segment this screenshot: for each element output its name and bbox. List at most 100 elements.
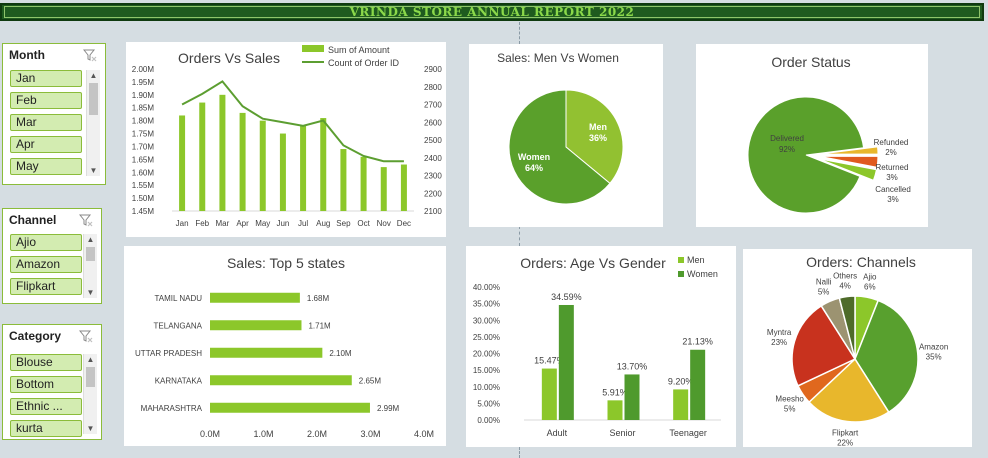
bar bbox=[360, 156, 367, 211]
pie-slice bbox=[791, 304, 857, 387]
guide-line bbox=[519, 447, 520, 458]
slicer-item-apr[interactable]: Apr bbox=[10, 136, 82, 153]
y-tick-label: 15.00% bbox=[473, 366, 500, 375]
bar bbox=[259, 120, 266, 211]
scroll-thumb[interactable] bbox=[86, 247, 95, 261]
bar bbox=[541, 368, 557, 420]
channel-slicer: Channel Ajio Amazon Flipkart ▲ ▼ bbox=[2, 208, 102, 304]
slice-value: 36% bbox=[589, 133, 607, 143]
data-label: 2.65M bbox=[359, 376, 382, 385]
month-slicer-title: Month bbox=[9, 48, 45, 62]
order-status-panel: Order Status Delivered 92% Refunded 2% Retur… bbox=[696, 44, 928, 227]
x-tick-label: 4.0M bbox=[414, 429, 434, 439]
slice-label: Refunded bbox=[874, 138, 909, 147]
pie-slice bbox=[819, 146, 879, 155]
slice-value: 3% bbox=[886, 173, 898, 182]
y-tick-label: 1.70M bbox=[132, 142, 155, 151]
bar bbox=[239, 112, 246, 211]
x-tick-label: Feb bbox=[195, 219, 209, 228]
slice-value: 92% bbox=[779, 145, 795, 154]
y-tick-label: 20.00% bbox=[473, 350, 500, 359]
y-tick-label: KARNATAKA bbox=[155, 376, 203, 385]
data-label: 34.59% bbox=[551, 292, 582, 302]
y-tick-label: 1.95M bbox=[132, 78, 155, 87]
scroll-down-icon[interactable]: ▼ bbox=[86, 424, 95, 433]
legend-swatch-bars bbox=[302, 45, 324, 52]
clear-filter-icon[interactable] bbox=[79, 213, 93, 227]
bar bbox=[400, 164, 407, 211]
slice-label: Flipkart bbox=[832, 428, 859, 437]
y-tick-label: 1.80M bbox=[132, 117, 155, 126]
slicer-item-may[interactable]: May bbox=[10, 158, 82, 175]
pie-slice bbox=[819, 155, 879, 168]
y-tick-label: 2.00M bbox=[132, 65, 155, 74]
y-tick-label: TAMIL NADU bbox=[154, 294, 202, 303]
y2-tick-label: 2600 bbox=[424, 118, 442, 127]
x-tick-label: Nov bbox=[377, 219, 391, 228]
slicer-item-kurta[interactable]: kurta bbox=[10, 420, 82, 437]
slice-value: 64% bbox=[525, 163, 543, 173]
scroll-down-icon[interactable]: ▼ bbox=[89, 166, 98, 175]
x-tick-label: Teenager bbox=[669, 428, 707, 438]
pie-slice bbox=[854, 299, 919, 414]
slicer-item-mar[interactable]: Mar bbox=[10, 114, 82, 131]
x-tick-label: Aug bbox=[316, 219, 330, 228]
banner-border bbox=[4, 6, 980, 18]
scroll-up-icon[interactable]: ▲ bbox=[89, 71, 98, 80]
clear-filter-icon[interactable] bbox=[79, 329, 93, 343]
sales-men-women-panel: Sales: Men Vs Women Men 36% Women 64% bbox=[469, 44, 663, 227]
scroll-up-icon[interactable]: ▲ bbox=[86, 355, 95, 364]
slicer-item-jan[interactable]: Jan bbox=[10, 70, 82, 87]
slicer-item-feb[interactable]: Feb bbox=[10, 92, 82, 109]
slice-label: Meesho bbox=[775, 394, 804, 403]
scroll-thumb[interactable] bbox=[89, 83, 98, 115]
data-label: 2.10M bbox=[329, 349, 352, 358]
data-label: 5.91% bbox=[602, 387, 628, 397]
x-tick-label: Mar bbox=[216, 219, 230, 228]
channel-scrollbar[interactable]: ▲ ▼ bbox=[83, 234, 97, 298]
x-tick-label: Jul bbox=[298, 219, 308, 228]
slicer-item-blouse[interactable]: Blouse bbox=[10, 354, 82, 371]
y-tick-label: MAHARASHTRA bbox=[141, 404, 203, 413]
data-label: 15.47% bbox=[534, 356, 565, 366]
slice-value: 6% bbox=[864, 282, 876, 291]
x-tick-label: Apr bbox=[236, 219, 249, 228]
slice-label: Returned bbox=[876, 163, 909, 172]
bar bbox=[607, 400, 623, 420]
data-label: 1.68M bbox=[307, 294, 330, 303]
bar bbox=[210, 402, 370, 413]
clear-filter-icon[interactable] bbox=[83, 48, 97, 62]
report-banner: VRINDA STORE ANNUAL REPORT 2022 bbox=[0, 3, 984, 21]
y-tick-label: TELANGANA bbox=[154, 321, 203, 330]
y-tick-label: 1.75M bbox=[132, 130, 155, 139]
y2-tick-label: 2800 bbox=[424, 83, 442, 92]
x-tick-label: Oct bbox=[357, 219, 370, 228]
bar bbox=[690, 349, 706, 420]
y2-tick-label: 2700 bbox=[424, 101, 442, 110]
y2-tick-label: 2200 bbox=[424, 189, 442, 198]
scroll-thumb[interactable] bbox=[86, 367, 95, 387]
top-states-chart: Sales: Top 5 states TAMIL NADU 1.68M TELAN… bbox=[135, 255, 434, 439]
y-tick-label: 35.00% bbox=[473, 300, 500, 309]
channels-panel: Orders: Channels Ajio 6% Amazon 35% Flipkart… bbox=[743, 249, 972, 447]
category-scrollbar[interactable]: ▲ ▼ bbox=[83, 354, 97, 434]
slice-value: 22% bbox=[837, 438, 853, 447]
pie-slice bbox=[819, 158, 878, 181]
scroll-down-icon[interactable]: ▼ bbox=[86, 288, 95, 297]
bar bbox=[340, 149, 347, 211]
slicer-item-flipkart[interactable]: Flipkart bbox=[10, 278, 82, 295]
month-scrollbar[interactable]: ▲ ▼ bbox=[86, 70, 100, 176]
pie-slice bbox=[508, 89, 611, 205]
y-tick-label: 25.00% bbox=[473, 333, 500, 342]
slice-label: Myntra bbox=[767, 328, 792, 337]
y-tick-label: 1.85M bbox=[132, 104, 155, 113]
slicer-item-ajio[interactable]: Ajio bbox=[10, 234, 82, 251]
slicer-item-ethnic[interactable]: Ethnic ... bbox=[10, 398, 82, 415]
pie-slice bbox=[565, 89, 624, 185]
slicer-item-amazon[interactable]: Amazon bbox=[10, 256, 82, 273]
bar bbox=[179, 115, 186, 211]
scroll-up-icon[interactable]: ▲ bbox=[86, 235, 95, 244]
slicer-item-bottom[interactable]: Bottom bbox=[10, 376, 82, 393]
